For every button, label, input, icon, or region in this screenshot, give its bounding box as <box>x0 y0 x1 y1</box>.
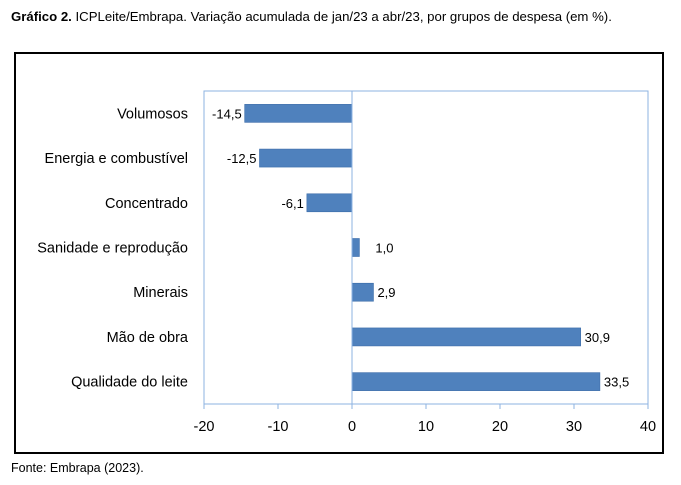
value-label-5: 2,9 <box>377 285 395 300</box>
bar-2 <box>259 148 353 168</box>
value-label-4: 1,0 <box>375 241 393 256</box>
category-label-2: Energia e combustível <box>45 151 188 167</box>
bar-3 <box>306 193 353 213</box>
value-label-6: 30,9 <box>585 330 610 345</box>
caption-label: Gráfico 2. <box>11 9 72 24</box>
x-tick-label-1: -20 <box>194 419 215 435</box>
category-label-4: Sanidade e reprodução <box>37 241 188 257</box>
category-label-1: Volumosos <box>117 106 188 122</box>
bar-5 <box>351 282 374 302</box>
x-tick-label-3: 0 <box>348 419 356 435</box>
bar-1 <box>244 104 353 123</box>
bar-7 <box>351 372 601 391</box>
category-label-6: Mão de obra <box>107 330 189 346</box>
value-labels: -14,5 -12,5 -6,1 1,0 2,9 30,9 33,5 <box>212 106 629 389</box>
x-tick-label-5: 20 <box>492 419 508 435</box>
figure-caption: Gráfico 2. ICPLeite/Embrapa. Variação ac… <box>11 7 673 27</box>
value-label-2: -12,5 <box>227 151 257 166</box>
category-label-5: Minerais <box>133 285 188 301</box>
x-tick-label-7: 40 <box>640 419 656 435</box>
caption-text: ICPLeite/Embrapa. Variação acumulada de … <box>71 9 612 24</box>
x-tick-label-6: 30 <box>566 419 582 435</box>
bar-6 <box>351 327 581 347</box>
value-label-1: -14,5 <box>212 106 242 121</box>
x-tick-label-4: 10 <box>418 419 434 435</box>
x-axis: -20 -10 0 10 20 30 40 <box>194 404 656 435</box>
source-note: Fonte: Embrapa (2023). <box>11 461 144 475</box>
plot-area <box>203 90 649 405</box>
value-label-3: -6,1 <box>281 196 303 211</box>
category-label-3: Concentrado <box>105 196 188 212</box>
value-label-7: 33,5 <box>604 375 629 390</box>
bar-4 <box>351 238 360 257</box>
x-tick-label-2: -10 <box>268 419 289 435</box>
category-labels: Volumosos Energia e combustível Concentrad… <box>37 106 189 390</box>
bar-chart: Volumosos Energia e combustível Concentrad… <box>37 90 656 435</box>
category-label-7: Qualidade do leite <box>71 375 188 391</box>
